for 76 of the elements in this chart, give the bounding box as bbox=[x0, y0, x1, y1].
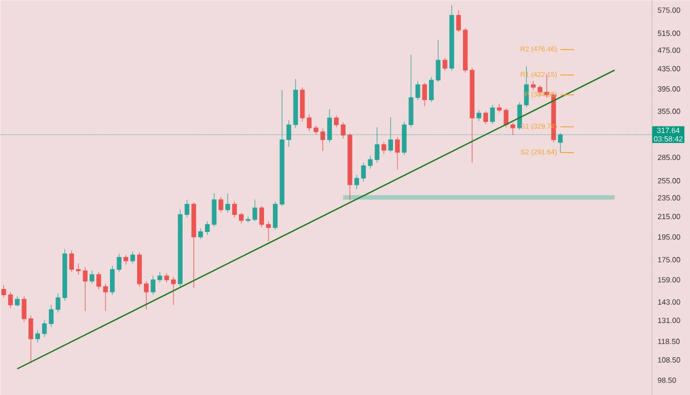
candlestick bbox=[90, 270, 94, 284]
candlestick bbox=[28, 315, 34, 364]
candlestick bbox=[456, 10, 461, 32]
candlestick bbox=[252, 199, 258, 222]
candlestick bbox=[14, 296, 20, 307]
candlestick bbox=[103, 283, 108, 312]
candlestick bbox=[442, 57, 448, 71]
candlestick bbox=[171, 276, 176, 306]
candlestick bbox=[374, 126, 380, 163]
candlestick bbox=[300, 86, 305, 122]
candlestick bbox=[191, 202, 196, 288]
candlestick bbox=[116, 253, 122, 272]
candlestick bbox=[320, 128, 326, 152]
candlestick bbox=[205, 221, 210, 236]
candlestick bbox=[408, 54, 414, 128]
candlestick bbox=[462, 28, 468, 73]
candlestick bbox=[8, 292, 13, 308]
candlestick bbox=[238, 212, 244, 224]
candlestick bbox=[382, 141, 386, 154]
candlestick bbox=[286, 120, 292, 147]
candlestick bbox=[490, 104, 495, 124]
candlestick bbox=[82, 266, 88, 312]
candlestick bbox=[212, 193, 216, 227]
candlestick bbox=[1, 284, 6, 298]
candlestick bbox=[354, 174, 360, 190]
candlestick bbox=[340, 122, 346, 139]
candlestick bbox=[96, 272, 102, 290]
candlestick bbox=[56, 293, 60, 313]
candlestick bbox=[388, 116, 393, 152]
candlestick bbox=[218, 196, 224, 213]
candlestick bbox=[334, 115, 339, 128]
candlestick bbox=[422, 82, 427, 106]
candlestick bbox=[130, 251, 136, 264]
candlestick bbox=[496, 103, 502, 113]
candlestick bbox=[415, 80, 420, 101]
candlestick bbox=[266, 221, 271, 242]
candlestick bbox=[368, 156, 373, 169]
candlestick bbox=[429, 76, 434, 102]
candlestick bbox=[327, 108, 332, 143]
candlestick bbox=[361, 162, 366, 182]
candlestick bbox=[402, 121, 407, 156]
candlestick bbox=[483, 110, 488, 124]
candlestick bbox=[198, 228, 203, 240]
candlestick bbox=[293, 78, 298, 128]
candlestick bbox=[22, 296, 26, 322]
candlestick bbox=[164, 272, 169, 283]
candlestick bbox=[558, 132, 563, 152]
candlestick bbox=[449, 4, 454, 71]
candlestick bbox=[306, 114, 312, 132]
candlestick bbox=[280, 90, 284, 206]
candlestick bbox=[110, 265, 115, 296]
candlestick bbox=[184, 199, 190, 218]
candlestick bbox=[178, 209, 183, 287]
candlestick bbox=[144, 280, 149, 310]
candlestick bbox=[259, 206, 264, 228]
candlestick bbox=[69, 250, 74, 272]
candlestick bbox=[470, 67, 474, 163]
candlestick bbox=[476, 110, 482, 122]
candlestick bbox=[48, 304, 54, 328]
candlestick bbox=[272, 201, 278, 230]
candlestick bbox=[137, 252, 142, 287]
candlestick bbox=[348, 132, 352, 201]
candlestick bbox=[436, 40, 441, 82]
candlestick bbox=[395, 136, 400, 170]
candlestick bbox=[150, 275, 156, 296]
candlestick bbox=[246, 216, 250, 223]
candlestick bbox=[504, 108, 508, 128]
candlestick bbox=[42, 320, 47, 338]
candlestick bbox=[62, 248, 68, 301]
candlestick bbox=[232, 201, 237, 218]
candlestick bbox=[76, 262, 81, 275]
candlestick bbox=[124, 254, 128, 265]
candlestick bbox=[35, 330, 40, 343]
candlestick bbox=[314, 124, 318, 135]
candlestick bbox=[158, 272, 162, 283]
candlestick bbox=[225, 193, 230, 213]
